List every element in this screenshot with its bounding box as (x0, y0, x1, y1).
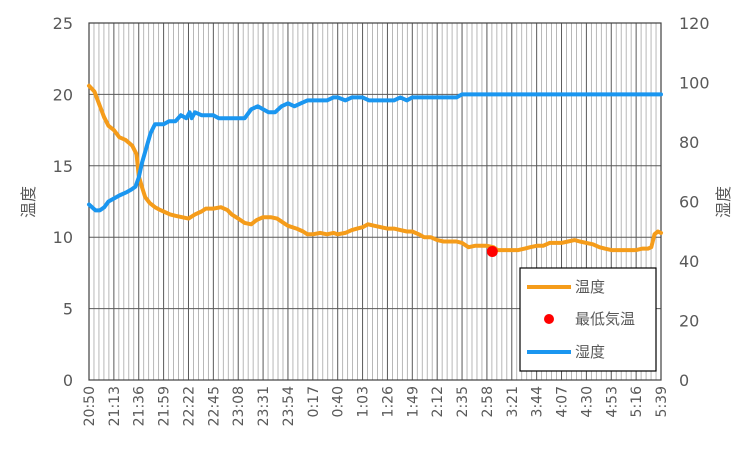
x-tick-label: 4:53 (604, 386, 620, 417)
x-tick-label: 0:40 (331, 386, 347, 417)
y-tick-label-right: 60 (679, 193, 699, 212)
x-tick-label: 1:03 (356, 386, 372, 417)
y-tick-label-right: 40 (679, 252, 699, 271)
series-line-humidity (87, 92, 663, 213)
y-tick-label-right: 0 (679, 371, 689, 390)
y-tick-label-left: 15 (53, 157, 73, 176)
series-line-temperature (87, 83, 663, 253)
y-tick-label-right: 80 (679, 133, 699, 152)
x-tick-label: 5:39 (654, 386, 670, 417)
x-tick-label: 3:44 (530, 386, 546, 418)
min-temp-marker (486, 245, 498, 257)
y-tick-label-right: 20 (679, 312, 699, 331)
y-tick-label-left: 20 (53, 85, 73, 104)
y-tick-label-right: 100 (679, 74, 710, 93)
axes: 0 5 10 15 20 25 0 20 40 60 80 100 120 20:50 21:13 21:36… (53, 14, 710, 426)
y-tick-label-left: 10 (53, 228, 73, 247)
x-tick-label: 2:12 (430, 386, 446, 417)
y-tick-label-left: 25 (53, 14, 73, 33)
x-tick-label: 22:22 (181, 386, 197, 426)
x-tick-label: 2:58 (480, 386, 496, 417)
x-tick-label: 21:13 (107, 386, 123, 426)
plot-area-border (88, 22, 662, 381)
x-tick-label: 21:59 (157, 386, 173, 426)
y-tick-label-left: 0 (63, 371, 73, 390)
x-tick-label: 23:08 (231, 386, 247, 426)
legend-label-humidity: 湿度 (575, 343, 605, 361)
x-tick-label: 4:30 (579, 386, 595, 417)
y-axis-label-left: 温度 (19, 186, 38, 218)
y-axis-label-right: 湿度 (714, 186, 733, 218)
legend: 温度 最低気温 湿度 (519, 267, 657, 372)
x-tick-label: 0:17 (306, 386, 322, 417)
x-tick-label: 3:21 (505, 386, 521, 417)
legend-swatch-min-temp (544, 314, 554, 324)
x-tick-label: 20:50 (82, 386, 98, 426)
x-tick-label: 1:49 (405, 386, 421, 417)
x-tick-label: 23:54 (281, 386, 297, 426)
y-tick-label-right: 120 (679, 14, 710, 33)
x-tick-label: 4:07 (555, 386, 571, 417)
x-tick-label: 21:36 (132, 386, 148, 426)
x-tick-label: 22:45 (206, 386, 222, 426)
legend-label-temperature: 温度 (575, 278, 605, 296)
x-tick-label: 23:31 (256, 386, 272, 426)
x-tick-label: 5:16 (629, 386, 645, 418)
x-tick-label: 2:35 (455, 386, 471, 417)
y-tick-label-left: 5 (63, 300, 73, 319)
x-tick-label: 1:26 (380, 386, 396, 418)
legend-label-min-temp: 最低気温 (575, 310, 635, 328)
series (87, 83, 663, 257)
